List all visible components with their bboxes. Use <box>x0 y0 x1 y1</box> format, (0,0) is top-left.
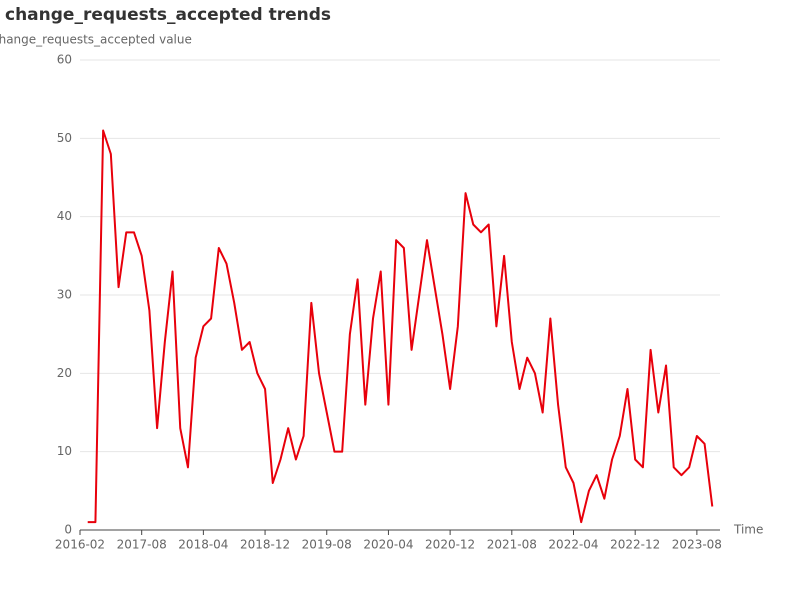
x-tick-label: 2022-04 <box>548 538 598 552</box>
y-tick-label: 30 <box>57 288 72 302</box>
x-tick-label: 2020-04 <box>363 538 413 552</box>
y-tick-label: 20 <box>57 366 72 380</box>
y-tick-label: 40 <box>57 209 72 223</box>
y-tick-label: 10 <box>57 444 72 458</box>
x-tick-label: 2023-08 <box>672 538 722 552</box>
y-tick-label: 50 <box>57 131 72 145</box>
line-series <box>87 129 714 524</box>
y-tick-label: 0 <box>64 523 72 537</box>
x-tick-label: 2020-12 <box>425 538 475 552</box>
x-tick-label: 2019-08 <box>302 538 352 552</box>
x-tick-label: 2018-12 <box>240 538 290 552</box>
y-tick-label: 60 <box>57 53 72 67</box>
x-tick-label: 2018-04 <box>178 538 228 552</box>
x-tick-label: 2017-08 <box>117 538 167 552</box>
y-axis-label: change_requests_accepted value <box>0 33 192 47</box>
x-tick-label: 2022-12 <box>610 538 660 552</box>
x-tick-label: 2021-08 <box>487 538 537 552</box>
chart-title: change_requests_accepted trends <box>5 5 331 25</box>
x-axis-label: Time <box>733 523 763 537</box>
x-tick-label: 2016-02 <box>55 538 105 552</box>
